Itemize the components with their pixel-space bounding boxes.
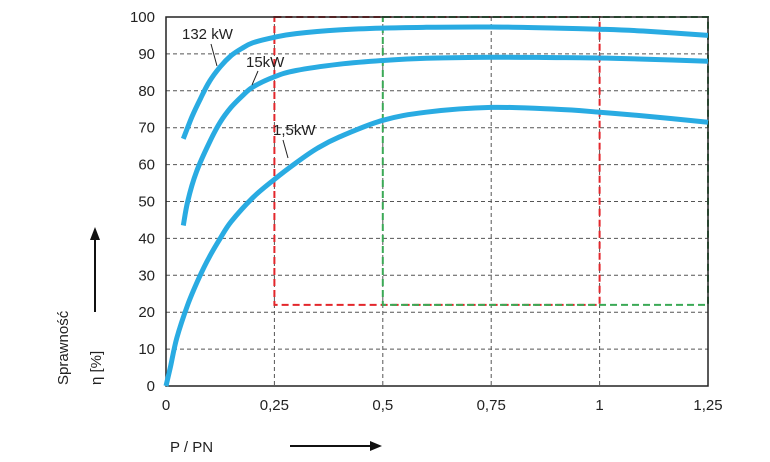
y-tick-label: 0 bbox=[147, 378, 155, 395]
y-tick-label: 80 bbox=[138, 83, 155, 100]
ticks: 0 10 20 30 40 50 60 70 80 90 100 0 0,25 0,5 0,75 1 1,25 bbox=[130, 9, 723, 414]
highlight-box-1 bbox=[381, 16, 709, 306]
highlight-boxes bbox=[273, 16, 709, 306]
y-tick-label: 100 bbox=[130, 9, 155, 26]
y-tick-label: 50 bbox=[138, 194, 155, 211]
x-axis-arrow bbox=[290, 441, 382, 451]
x-tick-label: 0 bbox=[162, 397, 170, 414]
y-tick-label: 90 bbox=[138, 46, 155, 63]
y-tick-label: 70 bbox=[138, 120, 155, 137]
leader-line-0 bbox=[210, 43, 218, 67]
x-tick-label: 0,5 bbox=[372, 397, 393, 414]
x-tick-label: 0,25 bbox=[260, 397, 289, 414]
curves bbox=[163, 24, 709, 387]
curve-label-leaders bbox=[210, 43, 289, 159]
curve-0 bbox=[180, 24, 709, 140]
y-tick-label: 60 bbox=[138, 157, 155, 174]
y-tick-label: 20 bbox=[138, 304, 155, 321]
leader-line-2 bbox=[282, 139, 289, 159]
x-tick-label: 1,25 bbox=[693, 397, 722, 414]
y-tick-label: 10 bbox=[138, 341, 155, 358]
y-axis-label: Sprawność bbox=[55, 310, 72, 385]
curve-label-1-5kw: 1,5kW bbox=[273, 122, 316, 139]
curve-label-132kw: 132 kW bbox=[182, 26, 234, 43]
plot-border bbox=[165, 16, 709, 387]
curve-2 bbox=[163, 104, 709, 387]
y-tick-label: 30 bbox=[138, 267, 155, 284]
curve-label-15kw: 15kW bbox=[246, 54, 285, 71]
x-tick-label: 0,75 bbox=[477, 397, 506, 414]
curve-1 bbox=[180, 54, 709, 226]
y-axis-arrow bbox=[90, 227, 100, 312]
y-axis-symbol: η [%] bbox=[88, 351, 105, 385]
x-tick-label: 1 bbox=[595, 397, 603, 414]
leader-line-1 bbox=[251, 70, 259, 86]
x-axis-label: P / PN bbox=[170, 439, 213, 456]
plot-frame bbox=[165, 16, 709, 387]
y-tick-label: 40 bbox=[138, 230, 155, 247]
